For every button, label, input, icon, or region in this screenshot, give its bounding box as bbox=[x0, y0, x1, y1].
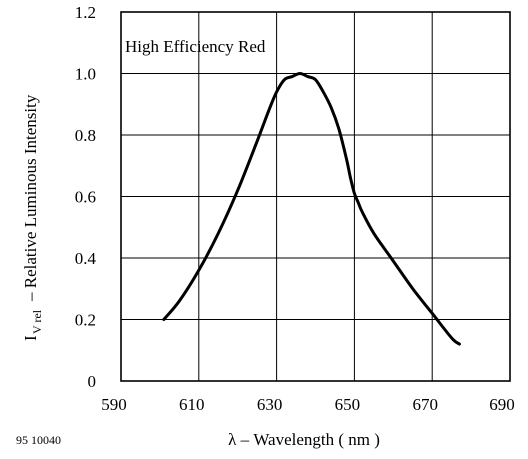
x-tick-label: 670 bbox=[412, 395, 438, 414]
y-axis-title-sub: V rel bbox=[30, 309, 44, 334]
x-tick-labels: 590 610 630 650 670 690 bbox=[101, 395, 515, 414]
series-line bbox=[162, 72, 461, 346]
plot-frame bbox=[120, 11, 511, 382]
x-tick-label: 610 bbox=[179, 395, 205, 414]
y-tick-label: 0.8 bbox=[75, 126, 96, 145]
x-tick-label: 590 bbox=[101, 395, 127, 414]
chart-annotation: High Efficiency Red bbox=[125, 37, 266, 56]
y-tick-label: 1.0 bbox=[75, 65, 96, 84]
y-axis-title-text: – Relative Luminous Intensity bbox=[21, 94, 40, 302]
y-tick-label: 1.2 bbox=[75, 3, 96, 22]
y-axis-title: I V rel – Relative Luminous Intensity bbox=[21, 94, 44, 341]
y-tick-label: 0.6 bbox=[75, 188, 96, 207]
x-tick-label: 650 bbox=[335, 395, 361, 414]
figure-code: 95 10040 bbox=[16, 433, 61, 447]
y-tick-label: 0.2 bbox=[75, 311, 96, 330]
x-axis-title: λ – Wavelength ( nm ) bbox=[228, 430, 380, 449]
y-axis-title-main: I bbox=[21, 335, 40, 341]
y-tick-labels: 0 0.2 0.4 0.6 0.8 1.0 1.2 bbox=[75, 3, 97, 391]
y-tick-label: 0.4 bbox=[75, 249, 97, 268]
y-tick-label: 0 bbox=[88, 372, 97, 391]
x-tick-label: 690 bbox=[489, 395, 515, 414]
x-tick-label: 630 bbox=[257, 395, 283, 414]
grid bbox=[121, 12, 510, 381]
